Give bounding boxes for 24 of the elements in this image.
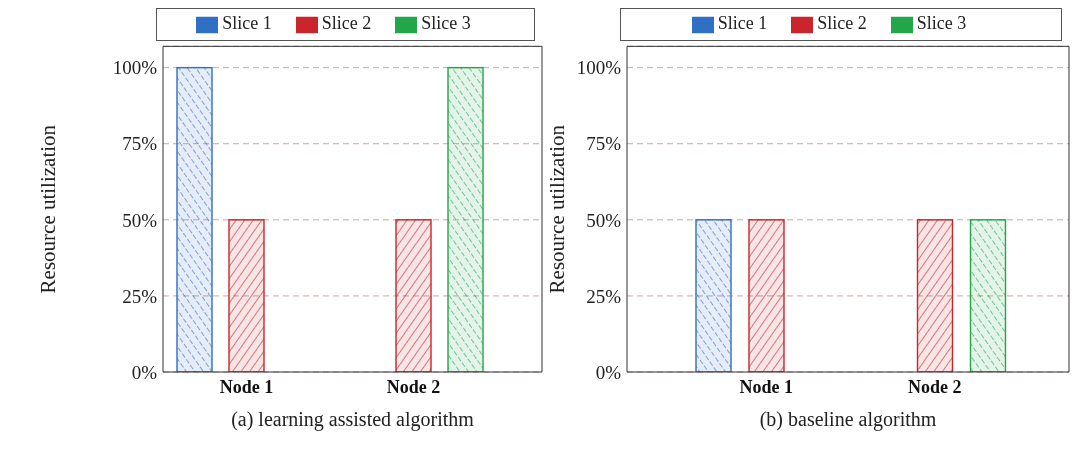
x-tick-label: Node 2 [908,376,962,397]
y-tick-label: 0% [131,361,158,383]
legend-label: Slice 1 [717,13,768,33]
y-tick-label: 0% [595,361,622,383]
text: (b) baseline algorithm [758,408,938,431]
legend-label: Slice 3 [421,13,471,33]
legend-label: Slice 3 [916,13,967,33]
y-axis-title: Resource utilization [545,124,570,294]
x-tick-label: Node 2 [386,376,441,397]
y-tick-label: 25% [586,285,622,307]
y-tick-label: 75% [586,133,622,155]
y-tick-label: 50% [122,209,158,231]
legend-label: Slice 1 [222,13,272,33]
y-tick-label: 75% [122,133,158,155]
y-tick-label: 100% [576,57,622,79]
y-axis-title: Resource utilization [36,124,61,294]
x-tick-label: Node 1 [739,376,793,397]
y-tick-label: 100% [112,57,158,79]
legend-label: Slice 2 [817,13,867,33]
y-tick-label: 25% [122,285,158,307]
text: (a) learning assisted algorithm [230,408,475,431]
y-tick-label: 50% [586,209,622,231]
legend-label: Slice 2 [321,13,372,33]
x-tick-label: Node 1 [219,376,274,397]
